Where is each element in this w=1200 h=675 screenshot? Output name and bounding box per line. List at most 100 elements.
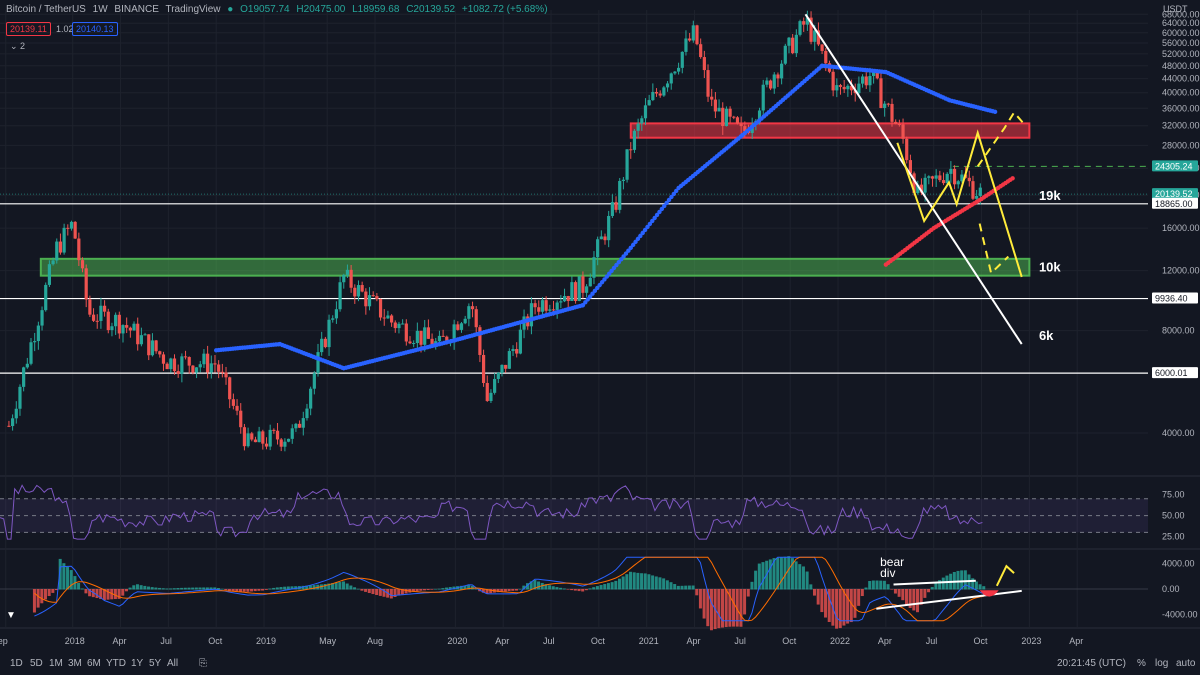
candle-body (640, 118, 644, 124)
red-moving-average-dot (1010, 176, 1015, 181)
macd-histogram-bar (886, 584, 890, 590)
macd-histogram-bar (283, 586, 287, 590)
candle-body (846, 85, 850, 90)
candle-body (949, 168, 953, 174)
timeframe-all[interactable]: All (167, 658, 179, 669)
candle-body (978, 187, 982, 196)
candle-body (695, 25, 699, 45)
candle-body (349, 269, 353, 288)
macd-histogram-bar (927, 589, 931, 593)
macd-histogram-bar (695, 589, 699, 596)
blue-moving-average-dot (669, 194, 674, 200)
log-toggle[interactable]: log (1155, 658, 1169, 669)
candle-body (290, 428, 294, 439)
candle-body (562, 295, 567, 302)
currency-label[interactable]: USDT (1163, 4, 1188, 14)
timeframe-1m[interactable]: 1M (49, 658, 63, 669)
timeframe-5d[interactable]: 5D (30, 658, 43, 669)
x-tick-label: 2019 (256, 636, 276, 646)
level-annotation: 10k (1039, 260, 1061, 275)
candle-body (183, 356, 188, 358)
y-tick-label: 8000.00 (1162, 326, 1195, 336)
macd-histogram-bar (680, 585, 684, 590)
macd-histogram-bar (709, 589, 713, 631)
candle-body (228, 377, 232, 400)
macd-histogram-bar (912, 589, 916, 611)
y-tick-label: 60000.00 (1162, 28, 1200, 38)
macd-histogram-bar (783, 556, 787, 590)
macd-histogram-bar (809, 584, 813, 590)
macd-histogram-bar (434, 588, 438, 590)
macd-histogram-bar (367, 589, 371, 594)
clock[interactable]: 20:21:45 (UTC) (1057, 658, 1126, 669)
macd-histogram-bar (69, 570, 73, 590)
candle-body (857, 83, 861, 94)
candle-body (743, 126, 747, 132)
interval[interactable]: 1W (92, 4, 108, 15)
macd-histogram-bar (275, 587, 279, 590)
macd-histogram-bar (445, 587, 449, 590)
macd-histogram-bar (890, 589, 894, 590)
timeframe-6m[interactable]: 6M (87, 658, 101, 669)
candle-body (187, 357, 191, 366)
indicators-toggle[interactable]: ⌄ 2 (10, 41, 26, 51)
macd-histogram-bar (47, 589, 51, 597)
resistance-zone (629, 122, 1031, 139)
date-range-icon[interactable]: ⎘ (199, 658, 207, 669)
platform: TradingView (165, 4, 221, 15)
macd-histogram-bar (227, 589, 231, 591)
candle-body (283, 441, 287, 447)
projection-path (896, 129, 1023, 278)
macd-histogram-bar (448, 587, 452, 590)
macd-histogram-bar (139, 585, 143, 590)
macd-histogram-bar (812, 589, 816, 596)
macd-histogram-bar (198, 587, 202, 590)
macd-histogram-bar (194, 587, 198, 590)
blue-moving-average-dot (640, 230, 645, 236)
candle-body (44, 284, 48, 311)
candle-body (25, 363, 29, 368)
symbol-name[interactable]: Bitcoin / TetherUS (6, 4, 86, 15)
candle-body (412, 343, 416, 345)
macd-histogram-bar (99, 589, 103, 599)
candle-body (493, 378, 497, 393)
candle-body (945, 173, 949, 184)
candle-body (971, 181, 975, 199)
macd-histogram-bar (437, 588, 441, 590)
macd-histogram-bar (599, 585, 603, 590)
candle-body (732, 116, 736, 118)
macd-histogram-bar (562, 588, 566, 590)
price-label: 6000.01 (1155, 368, 1188, 378)
percent-toggle[interactable]: % (1137, 658, 1146, 669)
sell-price-button[interactable]: 20139.11 (6, 22, 51, 36)
candle-body (879, 78, 883, 108)
candle-body (890, 103, 894, 122)
buy-price-button[interactable]: 20140.13 (72, 22, 118, 36)
macd-histogram-bar (43, 589, 47, 600)
macd-histogram-bar (32, 589, 36, 613)
macd-histogram-bar (919, 589, 923, 605)
y-tick-label: 28000.00 (1162, 140, 1200, 150)
x-tick-label: 2021 (639, 636, 659, 646)
downtrend-line (804, 13, 1023, 345)
macd-histogram-bar (846, 589, 850, 624)
macd-histogram-bar (158, 587, 162, 590)
candle-body (22, 367, 26, 387)
timeframe-1d[interactable]: 1D (10, 658, 23, 669)
timeframe-5y[interactable]: 5Y (149, 658, 162, 669)
candle-body (596, 239, 600, 258)
candle-body (253, 439, 258, 443)
candle-body (478, 327, 482, 355)
timeframe-3m[interactable]: 3M (68, 658, 82, 669)
macd-histogram-bar (603, 584, 607, 590)
macd-histogram-bar (533, 580, 537, 590)
macd-histogram-bar (117, 589, 121, 599)
candle-body (143, 334, 147, 336)
macd-histogram-bar (286, 586, 290, 590)
timeframe-1y[interactable]: 1Y (131, 658, 144, 669)
auto-toggle[interactable]: auto (1176, 658, 1196, 669)
x-tick-label: 2020 (447, 636, 467, 646)
timeframe-ytd[interactable]: YTD (106, 658, 126, 669)
macd-histogram-bar (183, 587, 187, 590)
